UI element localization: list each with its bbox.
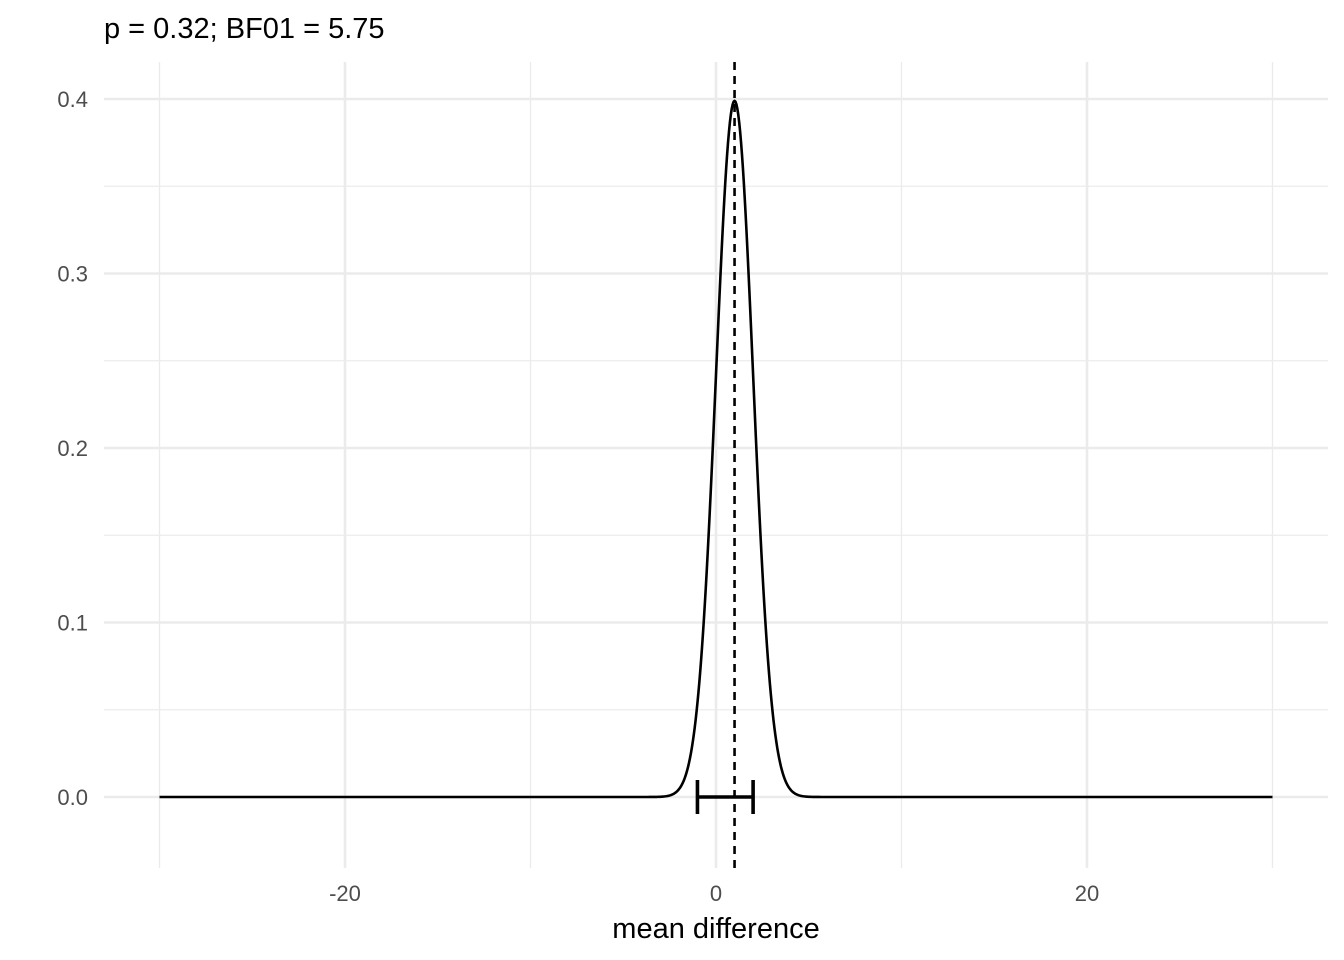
x-tick-label: -20 (329, 881, 361, 906)
y-tick-label: 0.4 (57, 87, 88, 112)
tick-labels: -20 0 20 0.0 0.1 0.2 0.3 0.4 (57, 87, 1099, 906)
x-axis-title: mean difference (612, 913, 819, 945)
grid-lines (104, 62, 1328, 868)
y-tick-label: 0.2 (57, 436, 88, 461)
chart-title: p = 0.32; BF01 = 5.75 (104, 13, 385, 45)
y-tick-label: 0.3 (57, 262, 88, 287)
x-tick-label: 0 (710, 881, 722, 906)
plot-area (159, 62, 1273, 868)
density-curve (159, 99, 1273, 799)
y-tick-label: 0.1 (57, 611, 88, 636)
y-tick-label: 0.0 (57, 785, 88, 810)
x-tick-label: 20 (1075, 881, 1099, 906)
